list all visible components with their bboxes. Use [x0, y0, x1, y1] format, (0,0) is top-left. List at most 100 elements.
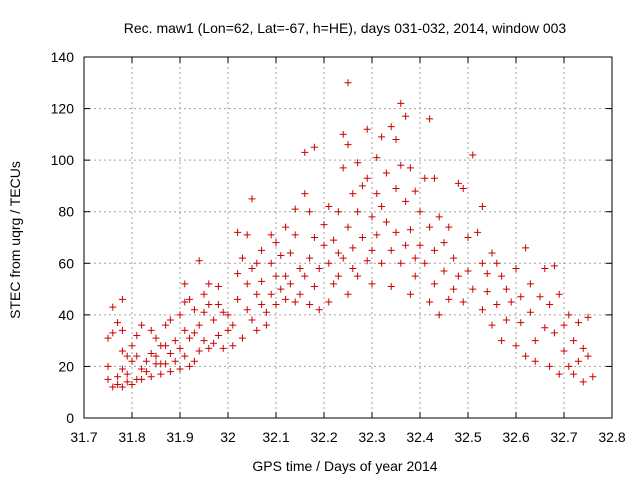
- y-tick-label: 40: [58, 307, 74, 323]
- data-point-marker: [541, 264, 549, 272]
- data-point-marker: [200, 290, 208, 298]
- data-point-marker: [243, 231, 251, 239]
- data-point-marker: [560, 321, 568, 329]
- data-point-marker: [181, 352, 189, 360]
- data-point-marker: [373, 154, 381, 162]
- x-axis-label: GPS time / Days of year 2014: [252, 458, 437, 474]
- data-point-marker: [301, 148, 309, 156]
- y-axis-label: STEC from uqrg / TECUs: [7, 161, 23, 319]
- data-point-marker: [142, 357, 150, 365]
- data-point-marker: [363, 125, 371, 133]
- data-point-marker: [392, 136, 400, 144]
- data-point-marker: [478, 306, 486, 314]
- x-tick-label: 32: [220, 429, 236, 445]
- data-point-marker: [531, 337, 539, 345]
- data-point-marker: [363, 174, 371, 182]
- data-point-marker: [445, 223, 453, 231]
- data-point-marker: [195, 321, 203, 329]
- grid-lines: [84, 57, 612, 418]
- data-point-marker: [450, 254, 458, 262]
- data-point-marker: [584, 352, 592, 360]
- data-point-marker: [147, 326, 155, 334]
- data-point-marker: [262, 321, 270, 329]
- data-point-marker: [498, 337, 506, 345]
- data-point-marker: [248, 264, 256, 272]
- data-point-marker: [243, 306, 251, 314]
- data-point-marker: [416, 241, 424, 249]
- data-point-marker: [166, 350, 174, 358]
- data-point-marker: [378, 133, 386, 141]
- data-point-marker: [397, 161, 405, 169]
- data-point-marker: [147, 373, 155, 381]
- data-point-marker: [344, 79, 352, 87]
- data-point-marker: [421, 259, 429, 267]
- data-point-marker: [325, 259, 333, 267]
- data-point-marker: [339, 254, 347, 262]
- data-point-marker: [205, 301, 213, 309]
- data-point-marker: [181, 280, 189, 288]
- data-point-marker: [286, 280, 294, 288]
- data-point-marker: [219, 344, 227, 352]
- data-point-marker: [325, 298, 333, 306]
- data-point-marker: [282, 272, 290, 280]
- data-point-marker: [426, 115, 434, 123]
- data-point-marker: [397, 99, 405, 107]
- data-point-marker: [186, 362, 194, 370]
- data-point-marker: [464, 267, 472, 275]
- data-point-marker: [229, 321, 237, 329]
- data-point-marker: [272, 272, 280, 280]
- data-point-marker: [310, 282, 318, 290]
- data-point-marker: [176, 344, 184, 352]
- data-point-marker: [238, 334, 246, 342]
- data-point-marker: [248, 195, 256, 203]
- data-point-marker: [118, 347, 126, 355]
- data-point-marker: [526, 280, 534, 288]
- data-point-marker: [190, 306, 198, 314]
- data-point-marker: [387, 123, 395, 131]
- data-point-marker: [219, 308, 227, 316]
- data-point-marker: [512, 264, 520, 272]
- data-point-marker: [118, 365, 126, 373]
- data-point-marker: [301, 190, 309, 198]
- data-point-marker: [469, 151, 477, 159]
- data-point-marker: [469, 285, 477, 293]
- data-point-marker: [205, 280, 213, 288]
- data-point-marker: [114, 380, 122, 388]
- data-point-marker: [349, 264, 357, 272]
- data-point-marker: [517, 293, 525, 301]
- data-point-marker: [565, 311, 573, 319]
- data-point-marker: [426, 298, 434, 306]
- data-point-marker: [421, 174, 429, 182]
- data-point-marker: [512, 342, 520, 350]
- data-point-marker: [555, 370, 563, 378]
- y-tick-label: 140: [51, 49, 75, 65]
- data-point-marker: [162, 321, 170, 329]
- data-point-marker: [306, 254, 314, 262]
- x-tick-label: 32.3: [358, 429, 385, 445]
- data-point-marker: [459, 298, 467, 306]
- data-point-marker: [138, 321, 146, 329]
- data-point-marker: [157, 370, 165, 378]
- data-point-marker: [411, 187, 419, 195]
- data-point-marker: [411, 254, 419, 262]
- data-point-marker: [195, 347, 203, 355]
- data-point-marker: [430, 280, 438, 288]
- y-tick-label: 0: [66, 410, 74, 426]
- data-point-marker: [406, 164, 414, 172]
- data-point-marker: [555, 290, 563, 298]
- data-point-marker: [200, 337, 208, 345]
- y-tick-label: 80: [58, 204, 74, 220]
- data-point-marker: [306, 301, 314, 309]
- data-point-marker: [334, 249, 342, 257]
- data-point-marker: [522, 352, 530, 360]
- data-point-marker: [325, 203, 333, 211]
- data-point-marker: [502, 285, 510, 293]
- data-point-marker: [301, 272, 309, 280]
- data-point-marker: [162, 360, 170, 368]
- data-point-marker: [210, 339, 218, 347]
- data-point-marker: [320, 221, 328, 229]
- data-point-marker: [402, 112, 410, 120]
- data-point-marker: [138, 375, 146, 383]
- data-point-marker: [291, 298, 299, 306]
